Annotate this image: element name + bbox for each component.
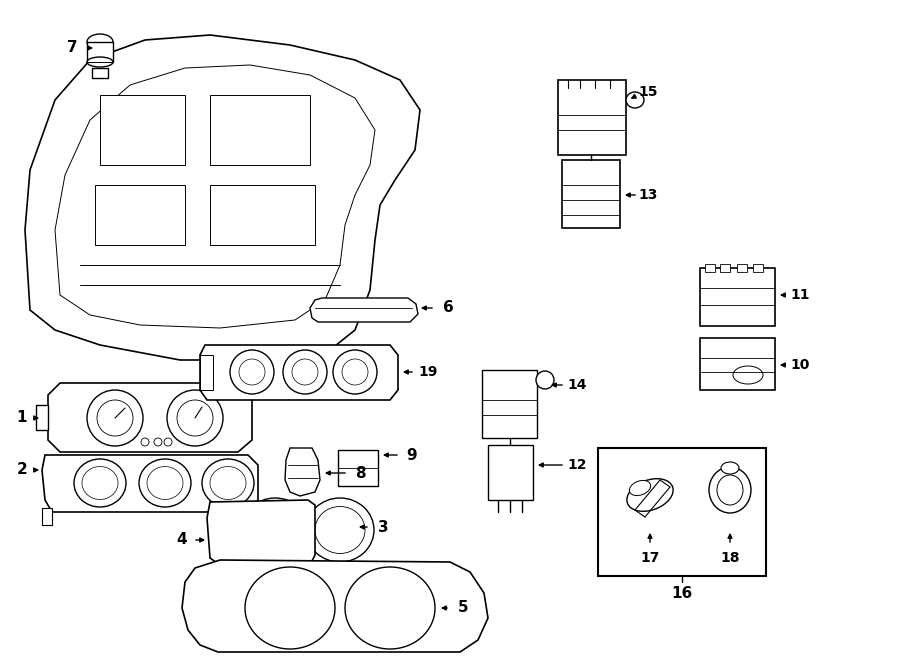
Ellipse shape	[87, 34, 113, 50]
Ellipse shape	[626, 92, 644, 108]
Ellipse shape	[202, 459, 254, 507]
Circle shape	[283, 350, 327, 394]
Text: 4: 4	[176, 533, 187, 547]
Circle shape	[239, 359, 265, 385]
Polygon shape	[95, 185, 185, 245]
Circle shape	[164, 438, 172, 446]
Bar	[753, 264, 763, 272]
Bar	[338, 450, 378, 486]
Bar	[482, 370, 537, 438]
Bar	[558, 80, 626, 155]
Text: 2: 2	[16, 463, 27, 477]
Bar	[700, 268, 775, 326]
Text: 1: 1	[17, 410, 27, 426]
Ellipse shape	[627, 479, 673, 512]
Ellipse shape	[82, 467, 118, 500]
Circle shape	[154, 438, 162, 446]
Polygon shape	[245, 508, 255, 525]
Text: 6: 6	[443, 301, 454, 315]
Ellipse shape	[536, 371, 554, 389]
Polygon shape	[210, 185, 315, 245]
Polygon shape	[310, 298, 418, 322]
Polygon shape	[200, 345, 398, 400]
Circle shape	[230, 350, 274, 394]
Polygon shape	[42, 455, 258, 512]
Ellipse shape	[717, 475, 743, 505]
Bar	[562, 160, 620, 228]
Ellipse shape	[139, 459, 191, 507]
Polygon shape	[207, 500, 315, 565]
Text: 3: 3	[378, 520, 388, 535]
Circle shape	[87, 390, 143, 446]
Ellipse shape	[629, 481, 651, 496]
Ellipse shape	[250, 506, 300, 553]
Text: 16: 16	[671, 586, 693, 602]
Ellipse shape	[721, 462, 739, 474]
Polygon shape	[210, 95, 310, 165]
Circle shape	[292, 359, 318, 385]
Polygon shape	[42, 508, 52, 525]
Bar	[488, 445, 533, 500]
Polygon shape	[285, 448, 320, 496]
Text: 19: 19	[418, 365, 437, 379]
Bar	[92, 68, 108, 78]
Text: 11: 11	[790, 288, 810, 302]
Ellipse shape	[245, 567, 335, 649]
Text: 15: 15	[638, 85, 658, 99]
Circle shape	[97, 400, 133, 436]
Polygon shape	[48, 383, 252, 452]
Ellipse shape	[345, 567, 435, 649]
Polygon shape	[55, 65, 375, 328]
Ellipse shape	[315, 506, 365, 553]
Ellipse shape	[709, 467, 751, 513]
Bar	[705, 264, 715, 272]
Polygon shape	[100, 95, 185, 165]
Bar	[737, 264, 747, 272]
Bar	[720, 264, 730, 272]
Ellipse shape	[241, 498, 309, 562]
Circle shape	[342, 359, 368, 385]
Ellipse shape	[306, 498, 374, 562]
Bar	[87, 42, 113, 62]
Text: 17: 17	[640, 551, 660, 565]
Text: 10: 10	[790, 358, 810, 372]
Bar	[700, 338, 775, 390]
Text: 14: 14	[567, 378, 587, 392]
Ellipse shape	[210, 467, 246, 500]
Polygon shape	[200, 355, 213, 390]
Ellipse shape	[87, 57, 113, 67]
Circle shape	[141, 438, 149, 446]
Text: 7: 7	[67, 40, 77, 56]
Text: 18: 18	[720, 551, 740, 565]
Text: 12: 12	[567, 458, 587, 472]
Bar	[598, 448, 766, 576]
Circle shape	[167, 390, 223, 446]
Circle shape	[333, 350, 377, 394]
Polygon shape	[182, 560, 488, 652]
Ellipse shape	[74, 459, 126, 507]
Circle shape	[177, 400, 213, 436]
Ellipse shape	[733, 366, 763, 384]
Text: 8: 8	[355, 465, 365, 481]
Text: 9: 9	[407, 447, 418, 463]
Polygon shape	[36, 405, 48, 430]
Text: 13: 13	[638, 188, 658, 202]
Polygon shape	[25, 35, 420, 360]
Text: 5: 5	[458, 600, 468, 615]
Ellipse shape	[147, 467, 183, 500]
